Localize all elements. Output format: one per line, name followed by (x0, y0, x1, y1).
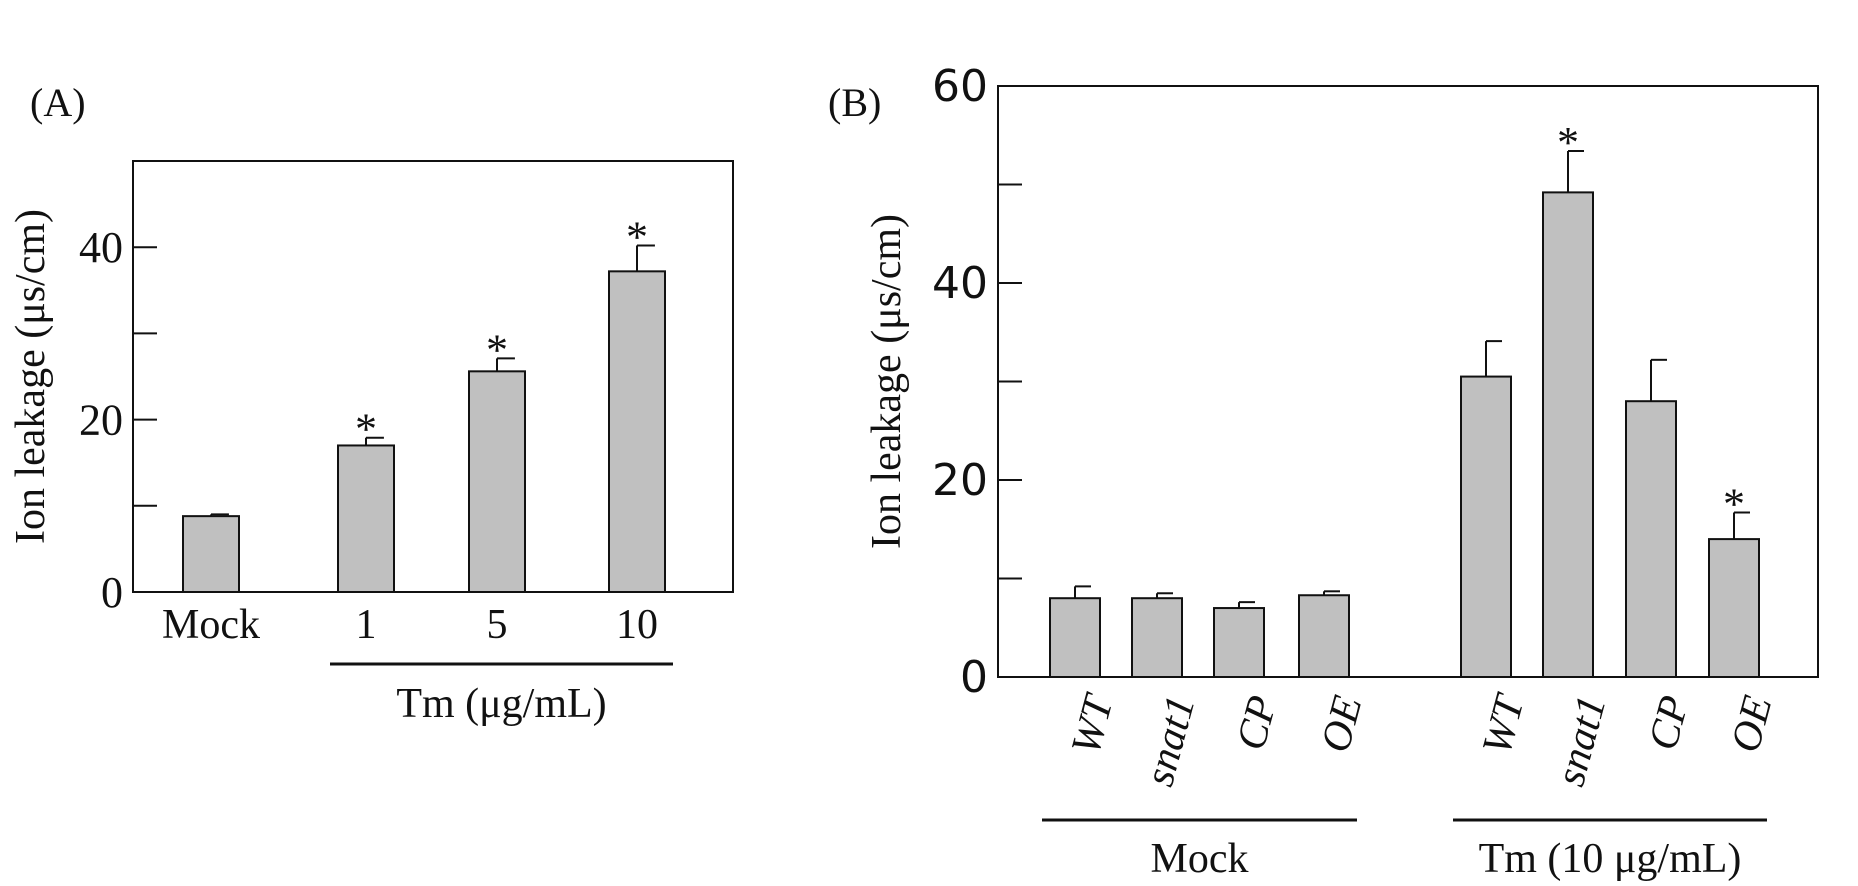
chart-panel-a: (A) * * * 0 20 40 Ion leakage (μs/cm) Mock 1 5 10Tm… (8, 80, 734, 727)
y-tick-label: 0 (960, 652, 988, 703)
bar-0 (1049, 597, 1101, 679)
x-tick-label: snat1 (1547, 691, 1615, 791)
significance-mark-2: * (486, 325, 508, 374)
y-tick-label: 40 (932, 258, 988, 309)
significance-mark-3: * (626, 212, 648, 261)
y-tick-label: 20 (932, 455, 988, 506)
plot-frame (132, 160, 734, 593)
bar-5 (1542, 191, 1594, 678)
x-tick-label: 5 (487, 602, 508, 648)
x-tick-label: snat1 (1136, 691, 1204, 791)
y-axis-label: Ion leakage (μs/cm) (8, 209, 54, 544)
bar-7 (1708, 538, 1760, 678)
group-label-0: Mock (1151, 836, 1249, 882)
y-tick-label: 20 (79, 396, 123, 445)
panel-label: (A) (30, 80, 86, 125)
y-tick-label: 0 (101, 568, 123, 617)
significance-mark-5: * (1557, 118, 1579, 167)
x-tick-label: OE (1723, 691, 1782, 757)
plot-frame (997, 85, 1819, 678)
x-tick-label: 10 (616, 602, 658, 648)
x-tick-label: OE (1313, 691, 1372, 757)
group-label-1: Tm (10 μg/mL) (1479, 836, 1742, 882)
bar-0 (182, 515, 240, 593)
significance-mark-1: * (355, 405, 377, 454)
y-tick-label: 40 (79, 223, 123, 272)
y-tick-label: 60 (932, 61, 988, 112)
bar-3 (1298, 594, 1350, 678)
y-axis-label: Ion leakage (μs/cm) (864, 214, 910, 549)
bar-2 (468, 370, 526, 593)
bar-2 (1213, 607, 1265, 678)
bar-3 (608, 270, 666, 593)
x-tick-label: CP (1228, 691, 1286, 755)
bar-6 (1625, 400, 1677, 678)
x-tick-label: Mock (162, 602, 260, 648)
panel-label: (B) (828, 80, 881, 125)
x-tick-label: WT (1063, 689, 1123, 760)
bar-4 (1460, 375, 1512, 678)
significance-mark-7: * (1723, 480, 1745, 529)
bar-1 (1131, 597, 1183, 679)
x-tick-label: CP (1640, 691, 1698, 755)
x-tick-label: 1 (356, 602, 377, 648)
x-tick-label: WT (1474, 689, 1534, 760)
bar-1 (337, 444, 395, 593)
group-label-0: Tm (μg/mL) (396, 681, 606, 727)
